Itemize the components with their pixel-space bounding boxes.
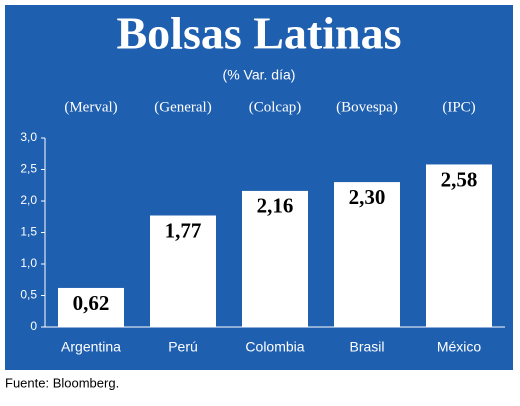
value-label: 0,62: [73, 291, 110, 315]
source: Fuente: Bloomberg.: [5, 375, 119, 390]
x-tick-label: Argentina: [61, 339, 121, 355]
y-tick-label: 1,5: [20, 225, 37, 239]
bar: [150, 215, 216, 327]
y-tick-label: 0,5: [20, 288, 37, 302]
x-tick-label: Colombia: [245, 339, 304, 355]
x-tick-label: Brasil: [349, 339, 384, 355]
y-tick-label: 0: [30, 319, 37, 333]
chart-title: Bolsas Latinas: [116, 8, 401, 59]
chart-subtitle: (% Var. día): [223, 67, 296, 83]
index-label: (Colcap): [249, 99, 301, 115]
x-tick-label: México: [437, 339, 482, 355]
bar: [242, 190, 308, 327]
value-label: 2,30: [349, 185, 386, 209]
y-tick-label: 2,0: [20, 193, 37, 207]
x-tick-label: Perú: [168, 339, 198, 355]
y-tick-label: 2,5: [20, 162, 37, 176]
index-label: (Merval): [64, 99, 117, 115]
bar: [426, 164, 492, 327]
value-label: 1,77: [165, 218, 202, 242]
index-label: (Bovespa): [336, 99, 398, 115]
value-label: 2,58: [441, 167, 478, 191]
y-tick-label: 1,0: [20, 256, 37, 270]
y-tick-label: 3,0: [20, 130, 37, 144]
bar: [334, 182, 400, 327]
index-label: (General): [154, 99, 211, 115]
bar: [58, 287, 124, 327]
value-label: 2,16: [257, 194, 294, 218]
index-label: (IPC): [442, 99, 475, 115]
